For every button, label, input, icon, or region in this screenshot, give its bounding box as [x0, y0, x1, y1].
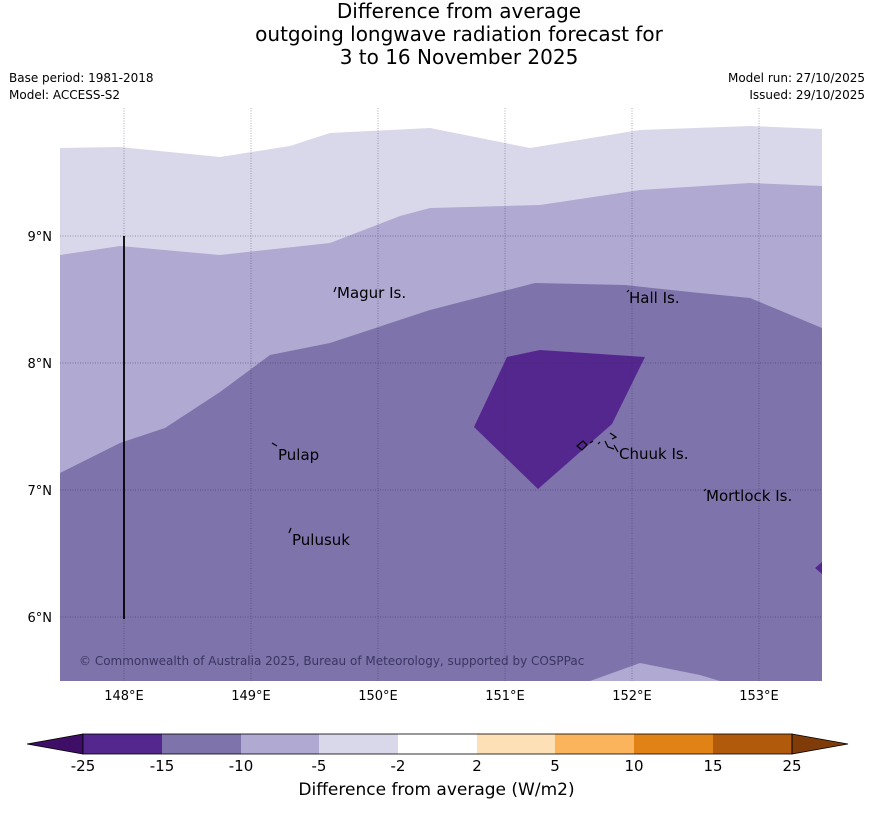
colorbar-seg-1: [162, 734, 241, 754]
label-mortlock: Mortlock Is.: [706, 487, 792, 505]
island-chuuk: [576, 432, 619, 453]
colorbar-seg-8: [713, 734, 792, 754]
copyright-notice: © Commonwealth of Australia 2025, Bureau…: [79, 654, 584, 668]
model-run: Model run: 27/10/2025: [727, 71, 865, 85]
colorbar-seg-5: [477, 734, 555, 754]
colorbar-label: Difference from average (W/m2): [298, 780, 575, 800]
chart-title: Difference from average outgoing longwav…: [0, 0, 873, 69]
colorbar-seg-2: [241, 734, 319, 754]
title-line-1: Difference from average: [336, 0, 582, 23]
meta-right: Model run: 27/10/2025 Issued: 29/10/2025: [728, 70, 865, 104]
place-labels: Magur Is. Hall Is. Pulap Chuuk Is. Mortl…: [278, 284, 792, 549]
lat-label-8: 8°N: [28, 357, 53, 372]
lon-axis: 148°E 149°E 150°E 151°E 152°E 153°E: [104, 689, 779, 704]
colorbar-seg-6: [555, 734, 634, 754]
island-markers: [271, 286, 707, 534]
island-pulap: [271, 442, 278, 447]
lon-label-149: 149°E: [231, 689, 271, 704]
colorbar-seg-0: [83, 734, 162, 754]
colorbar-tick-9: 25: [782, 757, 801, 775]
colorbar-tick-1: -15: [150, 757, 175, 775]
colorbar-seg-4: [398, 734, 477, 754]
colorbar-extend-high: [791, 733, 849, 755]
lon-label-152: 152°E: [612, 689, 652, 704]
label-pulusuk: Pulusuk: [292, 531, 350, 549]
colorbar-seg-7: [634, 734, 713, 754]
island-magur: [333, 286, 337, 293]
label-pulap: Pulap: [278, 446, 319, 464]
colorbar: -25 -15 -10 -5 -2 2 5 10 15 25: [26, 733, 849, 775]
colorbar-tick-4: -2: [391, 757, 406, 775]
issued-date: Issued: 29/10/2025: [749, 88, 865, 102]
colorbar-tick-5: 2: [472, 757, 482, 775]
colorbar-tick-3: -5: [312, 757, 327, 775]
map-panel: Magur Is. Hall Is. Pulap Chuuk Is. Mortl…: [60, 108, 822, 681]
colorbar-tick-7: 10: [624, 757, 643, 775]
base-period: Base period: 1981-2018: [9, 71, 154, 85]
meta-left: Base period: 1981-2018 Model: ACCESS-S2: [9, 70, 154, 104]
colorbar-tick-8: 15: [703, 757, 722, 775]
lon-label-151: 151°E: [485, 689, 525, 704]
colorbar-outline: [82, 733, 793, 755]
band-minus25-edge: [815, 562, 822, 574]
label-magur: Magur Is.: [337, 284, 406, 302]
lat-label-7: 7°N: [28, 484, 53, 499]
colorbar-tick-2: -10: [229, 757, 254, 775]
colorbar-seg-3: [319, 734, 398, 754]
band-bottom-patch: [590, 663, 720, 681]
band-minus25: [474, 350, 645, 489]
lon-label-148: 148°E: [104, 689, 144, 704]
lat-axis: 9°N 8°N 7°N 6°N: [28, 230, 53, 626]
colorbar-tick-0: -25: [71, 757, 96, 775]
island-pulusuk: [288, 527, 292, 534]
lon-label-150: 150°E: [358, 689, 398, 704]
model-name: Model: ACCESS-S2: [9, 88, 121, 102]
label-chuuk: Chuuk Is.: [619, 445, 688, 463]
lat-label-9: 9°N: [28, 230, 53, 245]
title-line-2: outgoing longwave radiation forecast for: [255, 22, 663, 46]
lat-label-6: 6°N: [28, 611, 53, 626]
colorbar-extend-low: [26, 733, 84, 755]
colorbar-tick-6: 5: [550, 757, 560, 775]
island-hall: [626, 289, 630, 293]
label-hall: Hall Is.: [629, 289, 680, 307]
lon-label-153: 153°E: [739, 689, 779, 704]
title-line-3: 3 to 16 November 2025: [339, 45, 579, 69]
island-mortlock: [703, 488, 707, 492]
